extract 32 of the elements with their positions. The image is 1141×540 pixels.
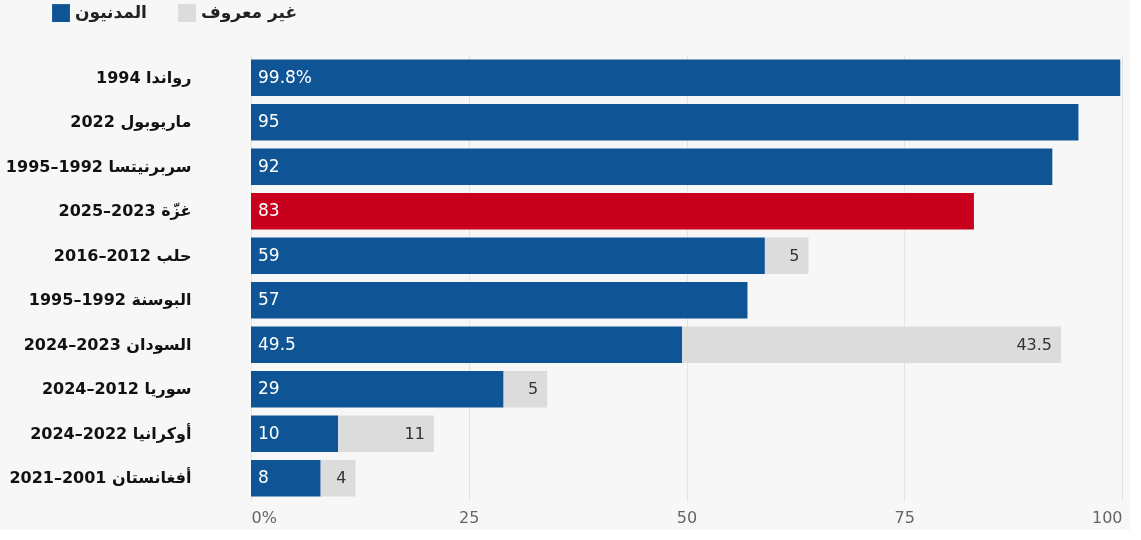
data-label: 99.8% (258, 66, 313, 87)
data-label: 11 (404, 423, 425, 443)
data-label: 95 (258, 111, 280, 132)
data-label: 4 (336, 468, 347, 488)
x-tick-label: 100 (1091, 507, 1123, 527)
y-tick-label: غزّة 2023–2025 (58, 201, 192, 221)
data-label: 8 (258, 467, 269, 488)
y-tick-label: أوكرانيا 2022–2024 (30, 422, 192, 443)
data-label: 83 (258, 200, 280, 221)
data-label: 92 (258, 155, 280, 176)
legend-label: غير معروف (201, 2, 298, 24)
y-tick-label: سوريا 2012–2024 (41, 379, 192, 399)
x-tick-label: 0% (251, 507, 277, 527)
y-tick-label: سربرنيتسا 1992–1995 (5, 156, 192, 176)
y-tick-label: السودان 2023–2024 (23, 334, 192, 354)
data-label: 5 (527, 379, 539, 399)
x-tick-label: 25 (459, 507, 480, 527)
x-tick-label: 75 (894, 507, 915, 527)
y-tick-label: ماريوبول 2022 (70, 112, 192, 132)
y-tick-label: رواندا 1994 (96, 67, 192, 87)
data-label: 59 (258, 244, 280, 265)
y-tick-label: أفغانستان 2001–2021 (9, 467, 192, 488)
x-tick-label: 50 (676, 507, 698, 527)
y-tick-label: البوسنة 1992–1995 (28, 290, 192, 310)
data-label: 57 (258, 289, 280, 310)
data-label: 43.5 (1016, 334, 1053, 354)
data-label: 29 (258, 378, 280, 399)
y-tick-label: حلب 2012–2016 (53, 245, 192, 265)
legend-label: المدنيون (75, 2, 147, 24)
data-label: 10 (258, 422, 280, 443)
data-label: 5 (789, 245, 800, 265)
data-label: 49.5 (258, 333, 296, 354)
